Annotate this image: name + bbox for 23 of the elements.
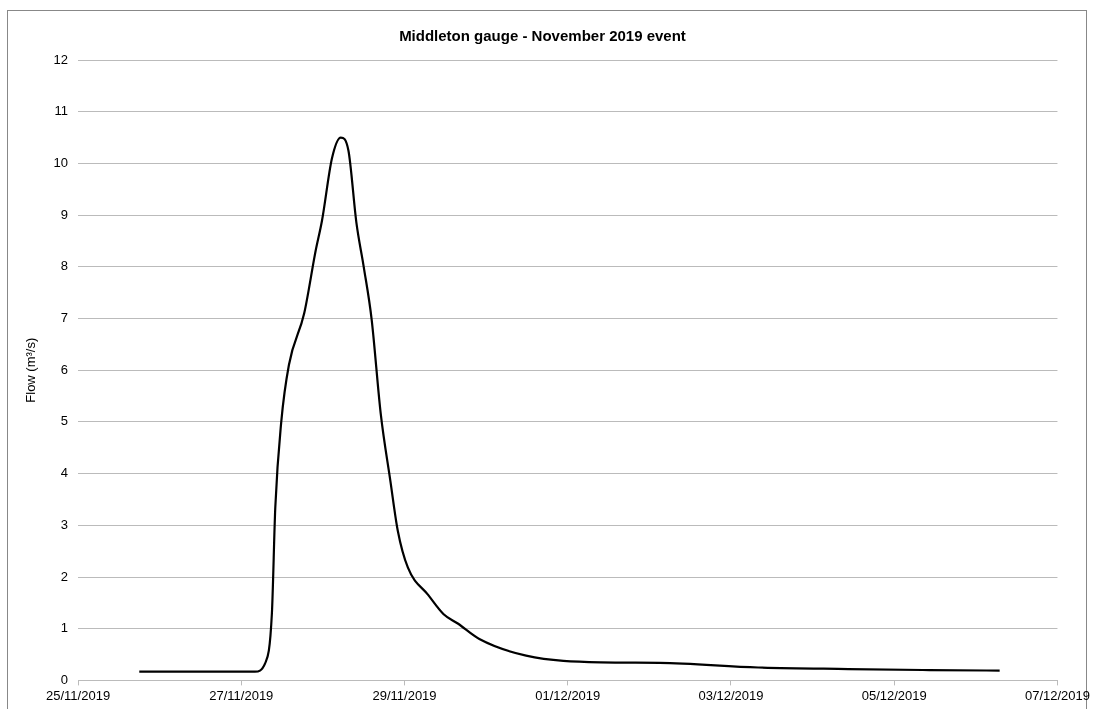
y-tick-label: 8	[60, 258, 69, 274]
y-tick-label: 7	[60, 310, 69, 326]
y-tick-label: 12	[53, 51, 69, 67]
x-tick-label: 07/12/2019	[1024, 687, 1091, 703]
x-tick-label: 25/11/2019	[46, 687, 111, 703]
x-tick-label: 27/11/2019	[209, 687, 274, 703]
x-tick-label: 03/12/2019	[698, 687, 764, 703]
x-tick-label: 29/11/2019	[372, 687, 437, 703]
chart-title: Middleton gauge - November 2019 event	[399, 27, 686, 45]
x-tick-label: 05/12/2019	[861, 687, 927, 703]
y-tick-label: 0	[60, 671, 69, 687]
y-tick-label: 6	[60, 361, 69, 377]
x-tick-label: 01/12/2019	[535, 687, 601, 703]
y-tick-label: 11	[54, 103, 69, 119]
y-tick-label: 9	[60, 206, 69, 222]
y-tick-label: 3	[60, 516, 69, 532]
y-tick-label: 10	[53, 154, 69, 170]
y-tick-label: 5	[60, 413, 69, 429]
y-tick-label: 2	[60, 568, 69, 584]
y-tick-label: 4	[60, 465, 69, 481]
line-series	[138, 136, 1001, 673]
y-axis-title: Flow (m³/s)	[23, 337, 39, 403]
y-tick-label: 1	[60, 620, 69, 636]
